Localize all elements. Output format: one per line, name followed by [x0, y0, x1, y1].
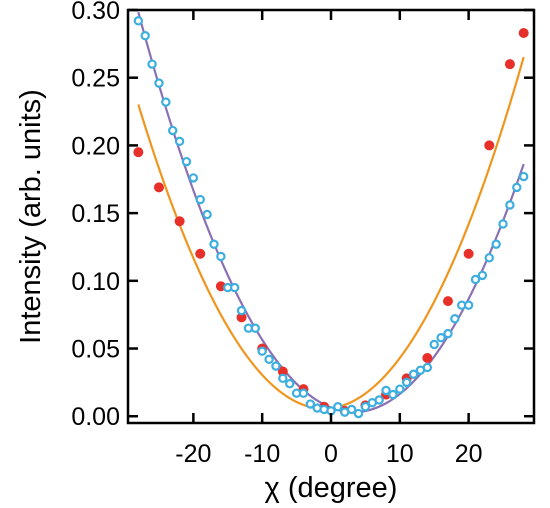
- data-point: [147, 59, 157, 69]
- data-point: [168, 125, 178, 136]
- data-point: [477, 270, 488, 281]
- data-point: [271, 361, 281, 371]
- data-point: [401, 377, 412, 388]
- data-point: [153, 182, 164, 193]
- data-point: [209, 239, 219, 249]
- data-point: [236, 312, 247, 323]
- data-point: [250, 323, 261, 333]
- data-point: [422, 362, 433, 373]
- y-axis-label: Intensity (arb. units): [15, 89, 47, 344]
- data-point: [470, 274, 481, 285]
- data-point: [202, 209, 212, 220]
- data-point: [484, 253, 494, 263]
- plot-frame: [126, 8, 536, 425]
- data-point: [381, 385, 391, 396]
- data-point: [484, 140, 495, 151]
- data-point: [360, 402, 371, 412]
- data-point: [395, 384, 405, 394]
- y-tick-label: 0.15: [71, 200, 120, 228]
- data-point: [298, 388, 309, 398]
- data-point: [133, 16, 144, 26]
- data-point: [229, 282, 240, 293]
- x-tick-label: 20: [455, 440, 483, 468]
- data-point: [505, 200, 515, 210]
- data-point: [257, 346, 267, 356]
- data-point: [305, 399, 316, 409]
- data-point: [174, 216, 185, 227]
- y-tick-label: 0.25: [71, 65, 120, 93]
- data-point: [463, 248, 474, 259]
- data-point: [188, 173, 199, 183]
- x-tick-label: -20: [175, 440, 211, 468]
- data-point: [374, 395, 384, 405]
- data-point: [285, 379, 295, 389]
- data-point: [491, 239, 501, 249]
- data-point: [236, 305, 247, 316]
- data-point: [388, 389, 398, 400]
- data-point: [518, 171, 529, 182]
- data-point: [408, 369, 419, 379]
- fit-curve-0: [137, 56, 525, 410]
- x-tick-label: 0: [324, 440, 338, 468]
- data-point: [195, 194, 205, 205]
- x-axis-label: χ (degree): [265, 472, 398, 504]
- data-point: [181, 156, 192, 167]
- data-point: [140, 31, 150, 41]
- data-point: [353, 408, 364, 419]
- data-point: [161, 97, 171, 107]
- fit-curves: [137, 11, 525, 414]
- data-points: [133, 16, 529, 419]
- x-tick-label: -10: [244, 440, 280, 468]
- y-tick-label: 0.30: [71, 0, 120, 25]
- data-point: [498, 219, 508, 229]
- data-point: [216, 251, 226, 262]
- data-point: [443, 328, 453, 339]
- data-point: [512, 182, 522, 193]
- data-point: [436, 332, 446, 343]
- data-point: [442, 296, 453, 307]
- data-point: [333, 402, 343, 412]
- data-point: [278, 373, 288, 384]
- data-point: [346, 404, 357, 415]
- data-point: [264, 354, 274, 365]
- data-point: [450, 314, 460, 324]
- y-tick-label: 0.05: [71, 336, 120, 364]
- y-tick-label: 0.20: [71, 132, 120, 160]
- data-point: [518, 28, 529, 39]
- data-point: [422, 353, 433, 364]
- data-point: [463, 300, 474, 310]
- data-point: [277, 366, 288, 377]
- data-point: [133, 147, 144, 158]
- data-point: [195, 248, 206, 259]
- axis-ticks: 0.00 0.05 0.10 0.15 0.20 0.25 0.30 -20 -10 0 10 20: [71, 0, 534, 468]
- data-point: [429, 339, 439, 350]
- y-tick-label: 0.00: [71, 403, 120, 431]
- fit-curve-1: [137, 11, 525, 414]
- data-point: [174, 136, 185, 147]
- data-point: [504, 59, 515, 70]
- x-tick-label: 10: [386, 440, 414, 468]
- y-tick-label: 0.10: [71, 268, 120, 296]
- data-point: [154, 78, 164, 88]
